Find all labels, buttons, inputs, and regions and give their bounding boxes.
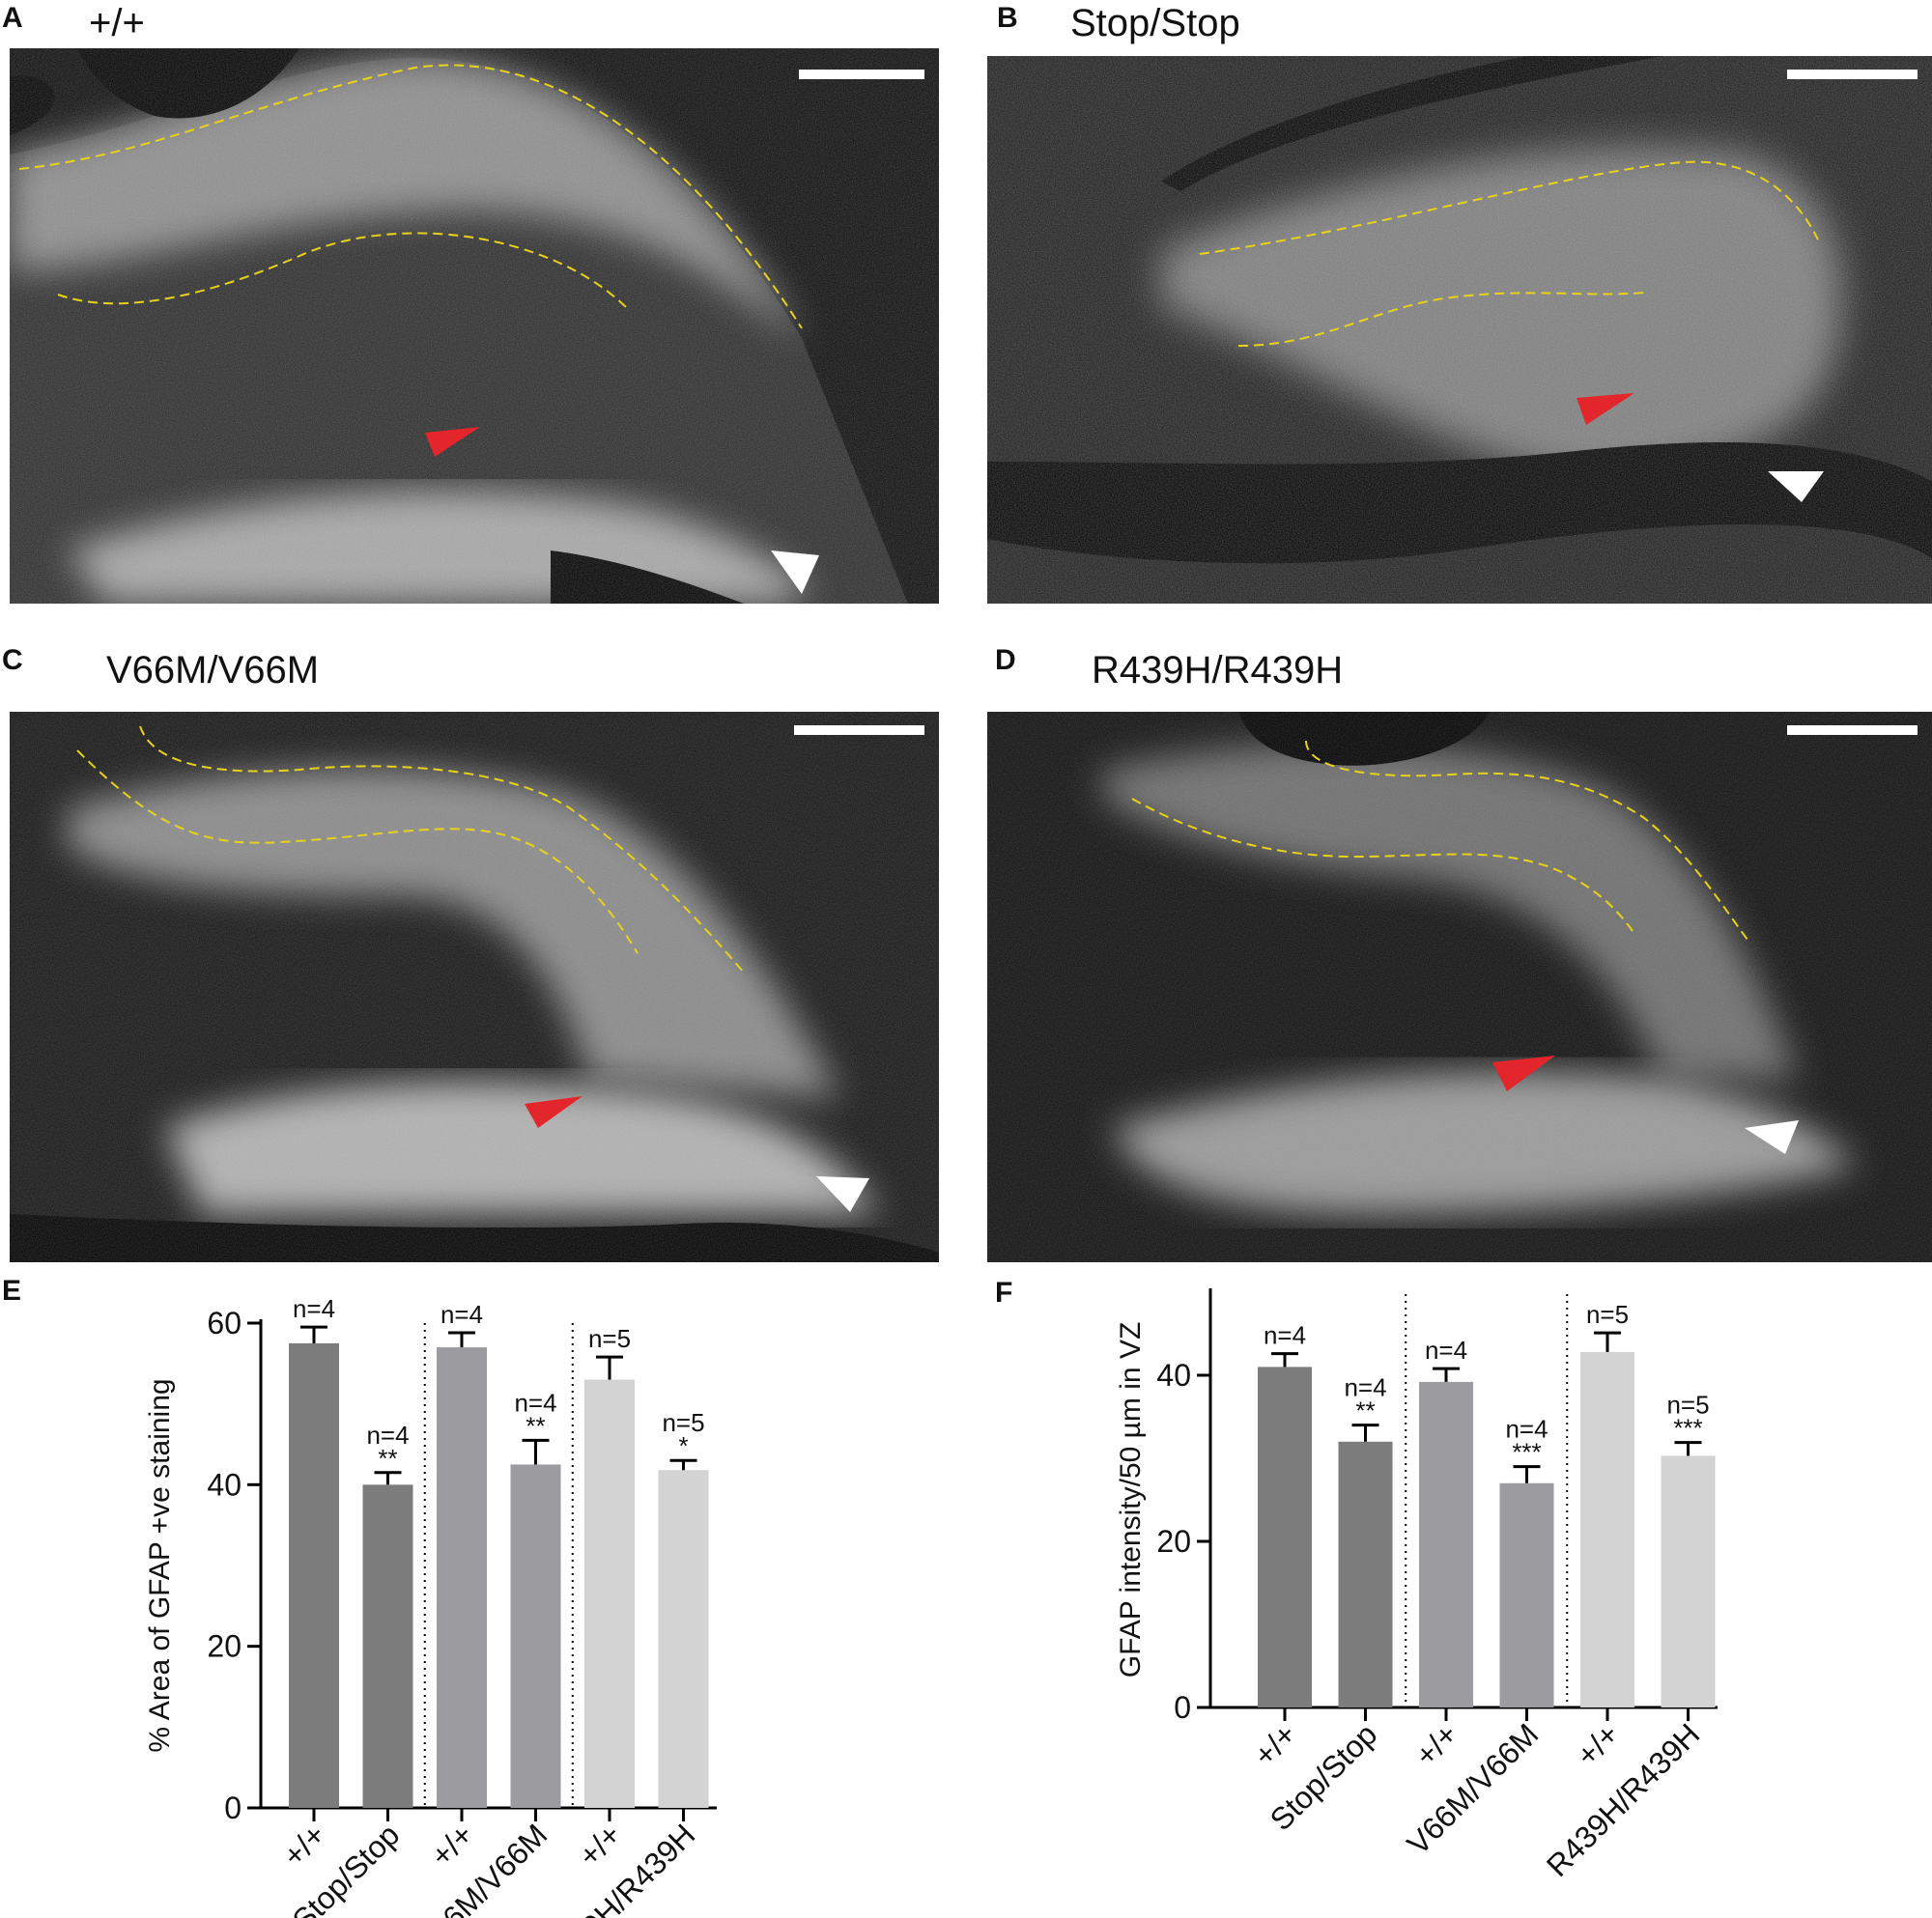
n-label: n=4 [1264, 1321, 1306, 1350]
panel-title-a: +/+ [89, 2, 145, 44]
panel-letter-e: E [2, 1275, 22, 1307]
significance-label: ** [526, 1411, 545, 1440]
y-tick-label: 0 [224, 1791, 242, 1825]
n-label: n=4 [1425, 1336, 1467, 1365]
panel-letter-a: A [2, 2, 23, 34]
y-tick-label: 20 [1156, 1524, 1191, 1559]
significance-label: ** [1355, 1396, 1375, 1425]
panel-letter-b: B [997, 2, 1018, 34]
y-tick-label: 0 [1174, 1690, 1191, 1725]
y-axis-label: % Area of GFAP +ve staining [144, 1378, 176, 1752]
bar [437, 1347, 487, 1808]
bar [658, 1470, 709, 1808]
n-label: n=5 [662, 1408, 704, 1437]
n-label: n=5 [588, 1324, 631, 1353]
n-label: n=5 [1666, 1391, 1709, 1420]
micrograph-b [987, 56, 1932, 604]
chart-f: 0 20 40 GFAP intensity/50 µm in VZ n=4 +/+ ** n… [966, 1275, 1932, 1918]
bar [289, 1342, 339, 1808]
bar [1661, 1455, 1716, 1707]
n-label: n=4 [440, 1300, 483, 1329]
y-tick-label: 40 [1156, 1358, 1191, 1393]
n-label: n=4 [366, 1421, 409, 1450]
x-tick-label: +/+ [424, 1817, 480, 1873]
y-tick-label: 60 [207, 1306, 242, 1340]
bar [1258, 1367, 1312, 1707]
bar [510, 1464, 561, 1808]
panel-title-b: Stop/Stop [1070, 2, 1240, 44]
micrograph-a [10, 48, 939, 604]
x-tick-label: +/+ [1570, 1716, 1626, 1772]
x-tick-label: +/+ [572, 1817, 628, 1873]
n-label: n=4 [293, 1294, 335, 1323]
significance-label: ** [378, 1444, 397, 1473]
panel-letter-d: D [995, 644, 1016, 676]
x-tick-label: +/+ [276, 1817, 332, 1873]
y-tick-label: 20 [207, 1629, 242, 1664]
n-label: n=4 [1505, 1415, 1548, 1444]
micrograph-d [987, 712, 1932, 1262]
panel-letter-c: C [2, 644, 23, 676]
x-tick-label: V66M/V66M [409, 1817, 554, 1918]
n-label: n=4 [514, 1388, 556, 1417]
bar [1499, 1482, 1554, 1707]
y-tick-label: 40 [207, 1467, 242, 1502]
significance-label: *** [1512, 1438, 1541, 1467]
bar [1338, 1441, 1393, 1707]
panel-title-d: R439H/R439H [1092, 649, 1344, 691]
micrograph-c [10, 712, 939, 1262]
n-label: n=4 [1344, 1373, 1386, 1402]
significance-label: *** [1673, 1414, 1702, 1443]
x-tick-label: +/+ [1247, 1716, 1303, 1772]
panel-letter-f: F [995, 1277, 1013, 1309]
x-tick-label: +/+ [1408, 1716, 1464, 1772]
bar [584, 1379, 635, 1808]
bar [362, 1484, 413, 1808]
bar [1419, 1381, 1473, 1707]
chart-e: 0 20 40 60 % Area of GFAP +ve staining n=4 +/+… [0, 1275, 966, 1918]
significance-label: * [678, 1431, 688, 1460]
panel-title-c: V66M/V66M [106, 649, 320, 691]
n-label: n=5 [1586, 1300, 1629, 1329]
bar [1580, 1351, 1634, 1707]
y-axis-label: GFAP intensity/50 µm in VZ [1115, 1322, 1147, 1678]
